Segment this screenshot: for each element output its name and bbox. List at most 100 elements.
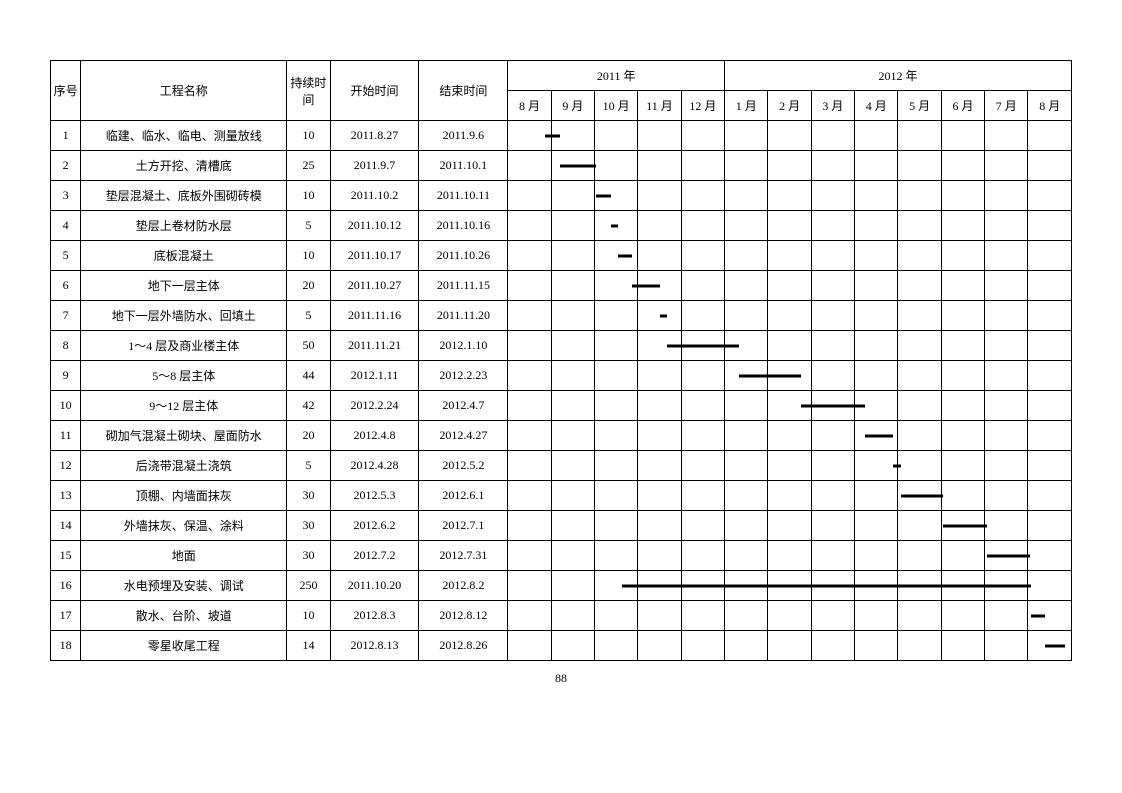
gantt-cell	[725, 151, 768, 181]
gantt-cell	[595, 361, 638, 391]
cell-start: 2011.10.2	[330, 181, 419, 211]
gantt-cell	[725, 211, 768, 241]
gantt-cell	[638, 511, 681, 541]
gantt-cell	[768, 211, 811, 241]
gantt-cell	[1028, 241, 1072, 271]
gantt-cell	[768, 571, 811, 601]
gantt-cell	[595, 331, 638, 361]
gantt-cell	[941, 571, 984, 601]
gantt-cell	[508, 601, 551, 631]
gantt-cell	[941, 541, 984, 571]
gantt-cell	[725, 451, 768, 481]
cell-start: 2011.8.27	[330, 121, 419, 151]
header-month: 7 月	[985, 91, 1028, 121]
gantt-cell	[811, 181, 854, 211]
table-row: 14外墙抹灰、保温、涂料302012.6.22012.7.1	[51, 511, 1072, 541]
gantt-cell	[681, 541, 724, 571]
header-year-2012: 2012 年	[725, 61, 1072, 91]
gantt-cell	[941, 121, 984, 151]
gantt-cell	[768, 541, 811, 571]
gantt-bar	[893, 464, 897, 467]
gantt-cell	[551, 571, 594, 601]
gantt-cell	[638, 631, 681, 661]
table-header: 序号 工程名称 持续时间 开始时间 结束时间 2011 年 2012 年 8 月…	[51, 61, 1072, 121]
cell-duration: 30	[287, 541, 330, 571]
cell-duration: 50	[287, 331, 330, 361]
cell-seq: 14	[51, 511, 81, 541]
gantt-cell	[551, 391, 594, 421]
gantt-cell	[855, 601, 898, 631]
gantt-bar	[739, 374, 767, 377]
gantt-cell	[855, 541, 898, 571]
gantt-cell	[725, 331, 768, 361]
gantt-cell	[638, 151, 681, 181]
gantt-cell	[941, 301, 984, 331]
cell-seq: 16	[51, 571, 81, 601]
gantt-cell	[855, 241, 898, 271]
gantt-cell	[855, 571, 898, 601]
gantt-cell	[855, 331, 898, 361]
gantt-cell	[898, 361, 941, 391]
gantt-cell	[638, 181, 681, 211]
gantt-cell	[551, 331, 594, 361]
cell-start: 2012.8.13	[330, 631, 419, 661]
gantt-cell	[985, 601, 1028, 631]
cell-end: 2012.8.2	[419, 571, 508, 601]
gantt-cell	[898, 181, 941, 211]
gantt-cell	[855, 451, 898, 481]
cell-seq: 10	[51, 391, 81, 421]
cell-end: 2011.10.26	[419, 241, 508, 271]
cell-name: 底板混凝土	[81, 241, 287, 271]
gantt-cell	[941, 601, 984, 631]
gantt-bar	[545, 134, 551, 137]
cell-end: 2012.2.23	[419, 361, 508, 391]
gantt-cell	[941, 211, 984, 241]
table-row: 5底板混凝土102011.10.172011.10.26	[51, 241, 1072, 271]
gantt-cell	[1028, 601, 1072, 631]
gantt-cell	[1028, 541, 1072, 571]
cell-seq: 9	[51, 361, 81, 391]
gantt-cell	[551, 451, 594, 481]
gantt-cell	[508, 181, 551, 211]
table-row: 81～4 层及商业楼主体502011.11.212012.1.10	[51, 331, 1072, 361]
cell-name: 零星收尾工程	[81, 631, 287, 661]
cell-duration: 10	[287, 601, 330, 631]
gantt-bar	[725, 584, 767, 587]
cell-duration: 44	[287, 361, 330, 391]
gantt-cell	[595, 601, 638, 631]
gantt-bar	[632, 284, 638, 287]
gantt-cell	[508, 241, 551, 271]
gantt-cell	[985, 331, 1028, 361]
cell-duration: 30	[287, 481, 330, 511]
cell-seq: 4	[51, 211, 81, 241]
gantt-cell	[941, 481, 984, 511]
gantt-cell	[768, 151, 811, 181]
gantt-cell	[768, 301, 811, 331]
gantt-cell	[941, 511, 984, 541]
gantt-cell	[725, 301, 768, 331]
gantt-cell	[985, 421, 1028, 451]
cell-start: 2012.5.3	[330, 481, 419, 511]
gantt-bar	[1028, 554, 1029, 557]
cell-start: 2011.11.21	[330, 331, 419, 361]
gantt-cell	[768, 631, 811, 661]
gantt-table: 序号 工程名称 持续时间 开始时间 结束时间 2011 年 2012 年 8 月…	[50, 60, 1072, 661]
gantt-cell	[638, 391, 681, 421]
gantt-cell	[681, 511, 724, 541]
gantt-cell	[855, 511, 898, 541]
table-row: 11砌加气混凝土砌块、屋面防水202012.4.82012.4.27	[51, 421, 1072, 451]
gantt-cell	[941, 151, 984, 181]
gantt-cell	[681, 361, 724, 391]
gantt-cell	[725, 481, 768, 511]
cell-duration: 20	[287, 421, 330, 451]
cell-seq: 18	[51, 631, 81, 661]
gantt-cell	[595, 631, 638, 661]
gantt-cell	[595, 511, 638, 541]
cell-duration: 5	[287, 301, 330, 331]
gantt-cell	[551, 481, 594, 511]
gantt-cell	[985, 301, 1028, 331]
gantt-bar	[865, 434, 893, 437]
cell-start: 2011.11.16	[330, 301, 419, 331]
gantt-cell	[551, 181, 594, 211]
gantt-cell	[985, 151, 1028, 181]
